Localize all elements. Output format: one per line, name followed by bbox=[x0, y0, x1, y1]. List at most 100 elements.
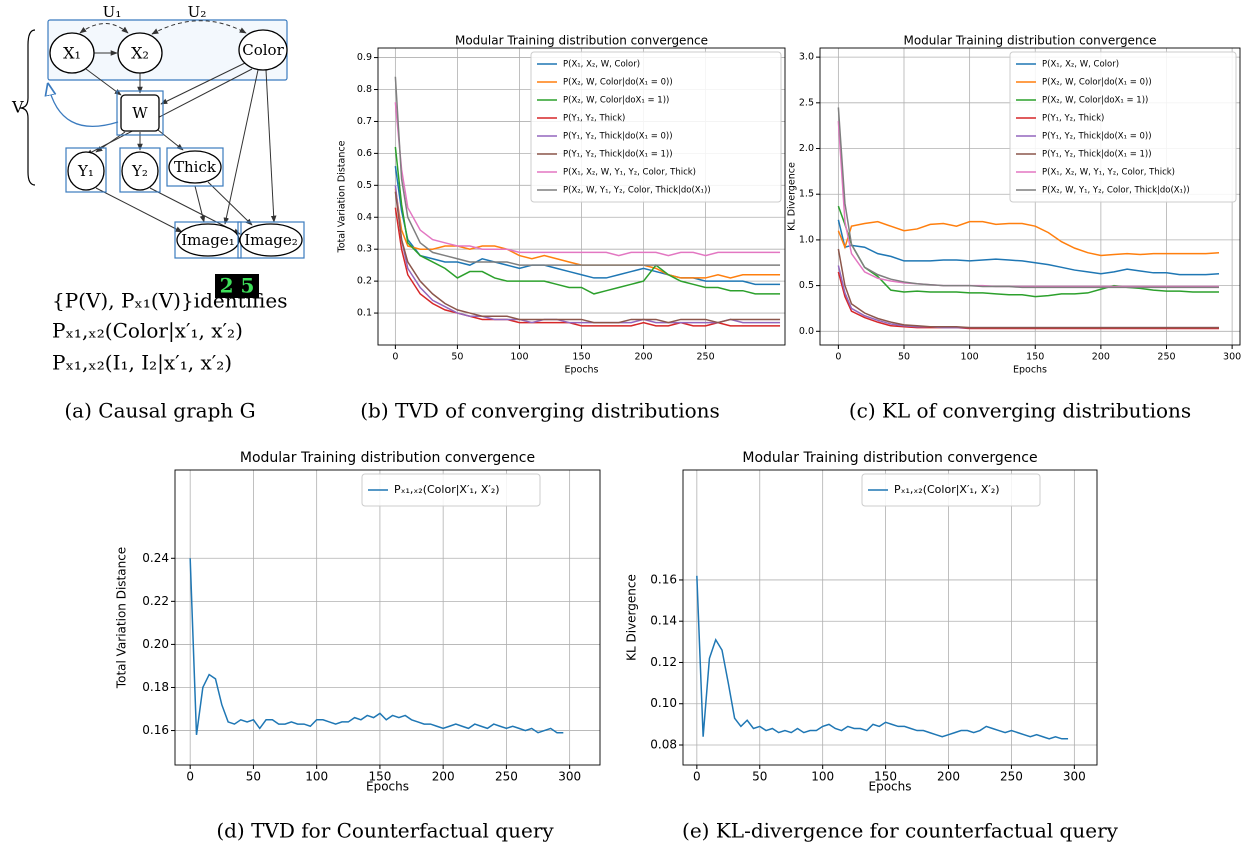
caption: (b) TVD of converging distributions bbox=[360, 399, 720, 423]
legend-label: P(Y₁, Y₂, Thick|do(X₁ = 1)) bbox=[563, 150, 673, 160]
x-tick-label: 50 bbox=[246, 770, 261, 784]
x-axis-label: Epochs bbox=[366, 780, 409, 794]
legend-label: Pₓ₁,ₓ₂(Color|X′₁, X′₂) bbox=[394, 483, 500, 496]
y-tick-label: 0.16 bbox=[650, 572, 677, 586]
x-axis-label: Epochs bbox=[1013, 365, 1047, 376]
chart: 0501001502002503000.080.100.120.140.16Mo… bbox=[625, 450, 1119, 843]
edge bbox=[208, 182, 252, 225]
series-line bbox=[838, 206, 1219, 296]
legend-label: P(X₁, X₂, W, Y₁, Y₂, Color, Thick) bbox=[1042, 168, 1175, 178]
series-line bbox=[697, 576, 1068, 739]
x-tick-label: 200 bbox=[937, 770, 960, 784]
edge bbox=[266, 70, 274, 222]
y-tick-label: 2.5 bbox=[799, 97, 814, 108]
y-tick-label: 0.10 bbox=[650, 696, 677, 710]
x-tick-label: 250 bbox=[1000, 770, 1023, 784]
caption: (c) KL of converging distributions bbox=[849, 399, 1191, 423]
edge bbox=[96, 188, 182, 232]
y-tick-label: 0.3 bbox=[357, 244, 372, 255]
x-axis-label: Epochs bbox=[869, 780, 912, 794]
y-tick-label: 0.18 bbox=[142, 680, 169, 694]
caption: (e) KL-divergence for counterfactual que… bbox=[682, 819, 1119, 843]
edge bbox=[225, 70, 258, 224]
legend-label: P(X₂, W, Y₁, Y₂, Color, Thick|do(X₁)) bbox=[563, 186, 711, 196]
y-tick-label: 0.16 bbox=[142, 723, 169, 737]
caption: (d) TVD for Counterfactual query bbox=[216, 819, 554, 843]
y-tick-label: 0.5 bbox=[799, 280, 814, 291]
y-tick-label: 0.6 bbox=[357, 148, 372, 159]
x-tick-label: 100 bbox=[305, 770, 328, 784]
series-line bbox=[838, 265, 1219, 327]
x-tick-label: 100 bbox=[510, 352, 528, 363]
y-tick-label: 0.7 bbox=[357, 116, 372, 127]
y-tick-label: 0.22 bbox=[142, 594, 169, 608]
node-label: X₂ bbox=[131, 44, 149, 63]
legend-label: P(Y₁, Y₂, Thick) bbox=[1042, 114, 1104, 124]
y-tick-label: 0.08 bbox=[650, 737, 677, 751]
node-label: Y₁ bbox=[77, 162, 94, 180]
y-axis-label: Total Variation Distance bbox=[115, 547, 129, 689]
y-tick-label: 0.0 bbox=[799, 326, 814, 337]
intervention-arrow bbox=[48, 84, 118, 126]
node-label: Color bbox=[242, 41, 284, 59]
node-label: W bbox=[132, 104, 148, 122]
x-tick-label: 200 bbox=[1092, 352, 1110, 363]
chart-title: Modular Training distribution convergenc… bbox=[903, 34, 1156, 48]
y-tick-label: 0.4 bbox=[357, 212, 372, 223]
node-label: X₁ bbox=[63, 44, 81, 63]
series-line bbox=[395, 185, 780, 322]
y-axis-label: KL Divergence bbox=[787, 162, 798, 231]
caption: (a) Causal graph G bbox=[64, 399, 255, 423]
latent-label: U₂ bbox=[188, 3, 207, 21]
set-label: V bbox=[11, 98, 24, 117]
legend-label: P(Y₁, Y₂, Thick|do(X₁ = 0)) bbox=[1042, 132, 1152, 142]
legend-label: P(X₂, W, Color|doX₁ = 1)) bbox=[1042, 96, 1148, 106]
legend-box bbox=[531, 52, 781, 202]
chart-title: Modular Training distribution convergenc… bbox=[240, 450, 535, 466]
legend-label: P(X₂, W, Color|doX₁ = 1)) bbox=[563, 96, 669, 106]
statement: Pₓ₁,ₓ₂(I₁, I₂|x′₁, x′₂) bbox=[52, 351, 232, 376]
x-tick-label: 150 bbox=[572, 352, 590, 363]
edge bbox=[195, 186, 204, 222]
x-tick-label: 0 bbox=[392, 352, 398, 363]
x-tick-label: 0 bbox=[186, 770, 194, 784]
x-tick-label: 0 bbox=[835, 352, 841, 363]
y-axis-label: Total Variation Distance bbox=[337, 140, 348, 253]
legend-label: P(X₁, X₂, W, Color) bbox=[1042, 60, 1119, 70]
node-label: Image₁ bbox=[181, 231, 235, 249]
y-tick-label: 0.2 bbox=[357, 276, 372, 287]
x-tick-label: 100 bbox=[811, 770, 834, 784]
series-line bbox=[838, 222, 1219, 256]
x-tick-label: 250 bbox=[495, 770, 518, 784]
chart-title: Modular Training distribution convergenc… bbox=[455, 34, 708, 48]
causal-graph: V U₁ U₂ X₁ X₂ Color W Y₁ Y₂ bbox=[11, 3, 304, 423]
y-tick-label: 0.1 bbox=[357, 308, 372, 319]
x-tick-label: 50 bbox=[451, 352, 463, 363]
x-tick-label: 150 bbox=[1026, 352, 1044, 363]
statement: {P(V), Pₓ₁(V)}identifies bbox=[52, 289, 287, 313]
y-tick-label: 0.9 bbox=[357, 52, 372, 63]
y-tick-label: 1.0 bbox=[799, 234, 814, 245]
legend-label: P(X₁, X₂, W, Color) bbox=[563, 60, 640, 70]
y-axis-label: KL Divergence bbox=[625, 574, 639, 661]
x-tick-label: 300 bbox=[558, 770, 581, 784]
figure: V U₁ U₂ X₁ X₂ Color W Y₁ Y₂ bbox=[0, 0, 1243, 850]
x-tick-label: 50 bbox=[898, 352, 910, 363]
edge bbox=[86, 69, 252, 155]
x-tick-label: 0 bbox=[693, 770, 701, 784]
x-tick-label: 300 bbox=[1223, 352, 1241, 363]
legend-label: Pₓ₁,ₓ₂(Color|X′₁, X′₂) bbox=[894, 483, 1000, 496]
y-tick-label: 0.14 bbox=[650, 614, 677, 628]
chart-title: Modular Training distribution convergenc… bbox=[742, 450, 1037, 466]
x-tick-label: 100 bbox=[961, 352, 979, 363]
series-line bbox=[190, 558, 563, 735]
node-label: Y₂ bbox=[131, 162, 148, 180]
legend-label: P(X₁, X₂, W, Y₁, Y₂, Color, Thick) bbox=[563, 168, 696, 178]
x-tick-label: 50 bbox=[752, 770, 767, 784]
legend-label: P(Y₁, Y₂, Thick|do(X₁ = 0)) bbox=[563, 132, 673, 142]
y-tick-label: 0.20 bbox=[142, 637, 169, 651]
x-tick-label: 300 bbox=[1063, 770, 1086, 784]
node-label: Image₂ bbox=[244, 231, 298, 249]
x-tick-label: 250 bbox=[697, 352, 715, 363]
legend-label: P(Y₁, Y₂, Thick|do(X₁ = 1)) bbox=[1042, 150, 1152, 160]
